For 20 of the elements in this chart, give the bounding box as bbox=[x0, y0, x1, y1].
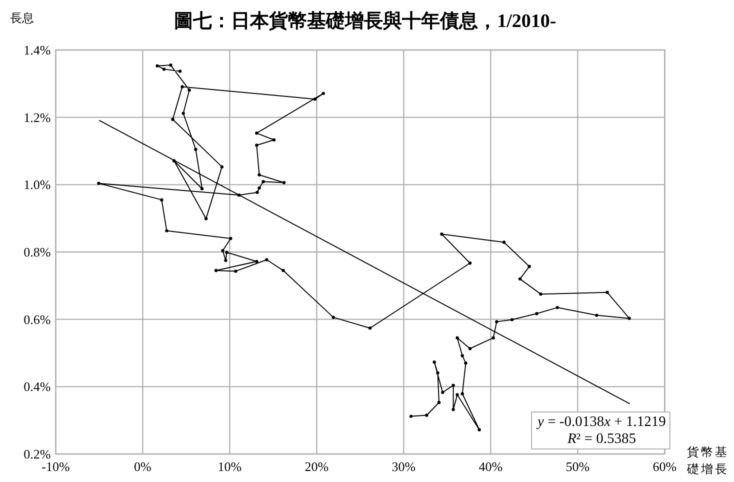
y-tick-label: 1.4% bbox=[24, 42, 51, 58]
y-tick-label: 1.2% bbox=[24, 110, 51, 125]
x-tick-label: 50% bbox=[566, 459, 590, 474]
y-tick-label: 0.4% bbox=[24, 379, 51, 394]
x-tick-label: 30% bbox=[392, 459, 416, 474]
annotation: y = -0.0138x + 1.1219 bbox=[536, 414, 666, 430]
x-tick-label: 10% bbox=[218, 459, 242, 474]
y-tick-label: 0.6% bbox=[24, 312, 51, 327]
x-tick-label: 60% bbox=[652, 459, 677, 474]
x-tick-label: 0% bbox=[134, 459, 152, 474]
chart-title: 圖七：日本貨幣基礎增長與十年債息，1/2010- bbox=[174, 10, 556, 32]
y-tick-label: 0.8% bbox=[24, 244, 51, 260]
x-tick-label: -10% bbox=[42, 459, 70, 474]
x-tick-label: 20% bbox=[304, 459, 329, 474]
x-axis-title: 貨幣基礎增長 bbox=[686, 445, 729, 476]
y-tick-label: 1.0% bbox=[24, 177, 51, 192]
annotation: R² = 0.5385 bbox=[566, 431, 636, 447]
x-tick-label: 40% bbox=[478, 459, 503, 474]
y-tick-label: 0.2% bbox=[24, 446, 51, 462]
y-axis-title: 長息 bbox=[10, 11, 34, 25]
